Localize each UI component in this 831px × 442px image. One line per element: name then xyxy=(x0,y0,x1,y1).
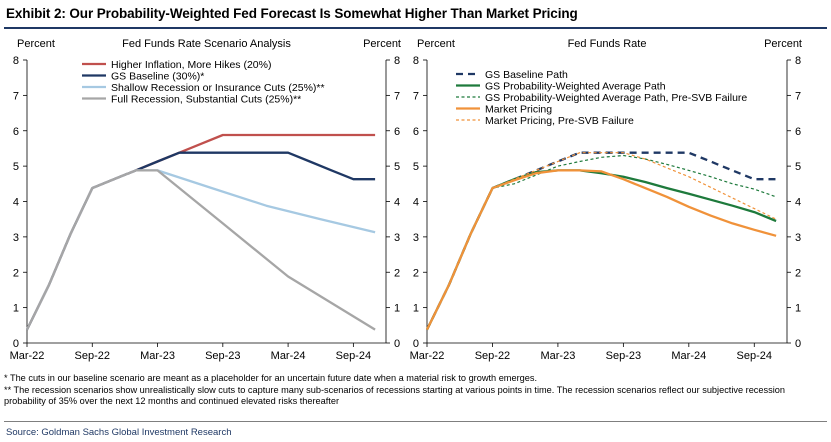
y-tick-label-right: 0 xyxy=(795,338,801,350)
y-tick-label-left: 4 xyxy=(13,197,19,209)
source-line: Source: Goldman Sachs Global Investment … xyxy=(6,427,232,438)
series-line-3 xyxy=(25,169,376,331)
chart-title: Fed Funds Rate Scenario Analysis xyxy=(122,38,291,50)
series-line-5 xyxy=(426,152,777,330)
y-axis-label-right: Percent xyxy=(363,38,401,50)
x-tick-label: Sep-23 xyxy=(606,350,641,362)
y-tick-label-left: 0 xyxy=(13,338,19,350)
series-line-1 xyxy=(25,133,376,331)
y-tick-label-left: 8 xyxy=(413,55,419,67)
y-tick-label-left: 1 xyxy=(13,303,19,315)
y-tick-label-left: 5 xyxy=(413,161,419,173)
y-tick-label-right: 4 xyxy=(394,197,400,209)
y-tick-label-right: 8 xyxy=(795,55,801,67)
legend-label: Shallow Recession or Insurance Cuts (25%… xyxy=(111,82,325,94)
legend-label: GS Probability-Weighted Average Path xyxy=(485,80,666,92)
y-tick-label-right: 5 xyxy=(795,161,801,173)
y-tick-label-left: 6 xyxy=(13,126,19,138)
x-tick-label: Sep-24 xyxy=(737,350,772,362)
legend-label: Market Pricing xyxy=(485,103,552,115)
y-tick-label-right: 6 xyxy=(795,126,801,138)
y-tick-label-right: 2 xyxy=(394,267,400,279)
x-tick-label: Mar-23 xyxy=(540,350,575,362)
y-tick-label-left: 7 xyxy=(13,90,19,102)
y-tick-label-left: 7 xyxy=(413,90,419,102)
y-tick-label-right: 3 xyxy=(394,232,400,244)
x-tick-label: Sep-22 xyxy=(75,350,110,362)
legend-label: GS Probability-Weighted Average Path, Pr… xyxy=(485,92,747,104)
x-tick-label: Mar-23 xyxy=(140,350,175,362)
y-tick-label-right: 7 xyxy=(394,90,400,102)
y-tick-label-right: 4 xyxy=(795,197,801,209)
y-tick-label-right: 3 xyxy=(795,232,801,244)
y-tick-label-left: 4 xyxy=(413,197,419,209)
legend-label: Higher Inflation, More Hikes (20%) xyxy=(111,59,271,71)
source-rule xyxy=(4,421,827,422)
y-axis-label-left: Percent xyxy=(417,38,455,50)
series-line-4 xyxy=(25,169,376,331)
legend-label: Market Pricing, Pre-SVB Failure xyxy=(485,115,634,127)
legend-label: GS Baseline (30%)* xyxy=(111,70,204,82)
y-tick-label-left: 0 xyxy=(413,338,419,350)
x-tick-label: Mar-22 xyxy=(10,350,45,362)
chart-title: Fed Funds Rate xyxy=(568,38,647,50)
y-tick-label-left: 6 xyxy=(413,126,419,138)
exhibit-title: Exhibit 2: Our Probability-Weighted Fed … xyxy=(6,6,578,21)
y-tick-label-left: 2 xyxy=(413,267,419,279)
y-axis-label-right: Percent xyxy=(764,38,802,50)
x-tick-label: Mar-24 xyxy=(271,350,306,362)
y-tick-label-left: 3 xyxy=(413,232,419,244)
y-tick-label-left: 5 xyxy=(13,161,19,173)
footnotes: * The cuts in our baseline scenario are … xyxy=(4,373,827,408)
footnote-2: ** The recession scenarios show unrealis… xyxy=(4,384,785,407)
title-rule xyxy=(4,27,827,29)
legend-label: GS Baseline Path xyxy=(485,69,568,81)
y-tick-label-right: 0 xyxy=(394,338,400,350)
y-tick-label-right: 5 xyxy=(394,161,400,173)
y-tick-label-right: 7 xyxy=(795,90,801,102)
x-tick-label: Sep-22 xyxy=(475,350,510,362)
y-tick-label-left: 2 xyxy=(13,267,19,279)
footnote-1: * The cuts in our baseline scenario are … xyxy=(4,373,537,383)
legend-label: Full Recession, Substantial Cuts (25%)** xyxy=(111,93,301,105)
y-axis-label-left: Percent xyxy=(17,38,55,50)
x-tick-label: Sep-24 xyxy=(336,350,371,362)
y-tick-label-left: 1 xyxy=(413,303,419,315)
y-tick-label-left: 8 xyxy=(13,55,19,67)
x-tick-label: Mar-22 xyxy=(410,350,445,362)
y-tick-label-right: 2 xyxy=(795,267,801,279)
x-tick-label: Mar-24 xyxy=(671,350,706,362)
series-line-2 xyxy=(25,151,376,331)
series-line-3 xyxy=(426,154,777,330)
series-line-1 xyxy=(425,151,777,331)
x-tick-label: Sep-23 xyxy=(205,350,240,362)
y-tick-label-right: 8 xyxy=(394,55,400,67)
y-tick-label-right: 1 xyxy=(795,303,801,315)
y-tick-label-right: 1 xyxy=(394,303,400,315)
y-tick-label-left: 3 xyxy=(13,232,19,244)
y-tick-label-right: 6 xyxy=(394,126,400,138)
